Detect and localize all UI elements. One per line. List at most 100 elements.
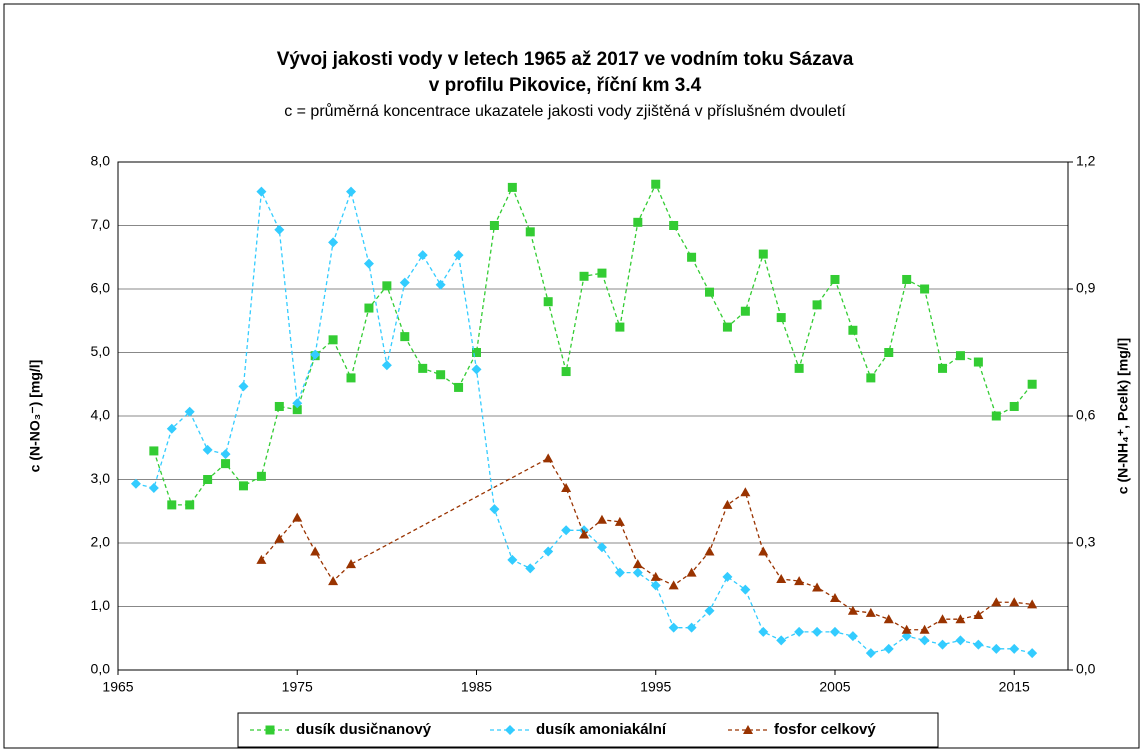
marker-square <box>1009 401 1019 411</box>
y-tick-label: 4,0 <box>91 407 111 423</box>
marker-square <box>955 351 965 361</box>
marker-square <box>920 284 930 294</box>
marker-square <box>185 500 195 510</box>
chart-subtitle: c = průměrná koncentrace ukazatele jakos… <box>284 102 846 120</box>
marker-diamond <box>505 725 515 735</box>
y2-tick-label: 0,0 <box>1076 661 1096 677</box>
marker-diamond <box>668 622 679 633</box>
y-axis-label: c (N-NO₃⁻) [mg/l] <box>27 360 43 473</box>
x-tick-label: 1995 <box>640 679 671 695</box>
marker-diamond <box>363 258 374 269</box>
legend-box <box>237 712 939 748</box>
y-tick-label: 3,0 <box>91 470 111 486</box>
y2-axis-label: c (N-NH₄⁺, Pcelk) [mg/l] <box>1115 338 1131 494</box>
marker-diamond <box>919 635 930 646</box>
marker-triangle <box>991 597 1002 607</box>
marker-triangle <box>722 499 733 509</box>
marker-triangle <box>794 576 805 586</box>
marker-diamond <box>525 563 536 574</box>
marker-triangle <box>1027 599 1038 609</box>
y2-tick-label: 0,6 <box>1076 407 1096 423</box>
marker-square <box>884 348 894 357</box>
marker-diamond <box>991 643 1002 654</box>
series-line <box>260 457 1033 631</box>
marker-diamond <box>614 567 625 578</box>
marker-triangle <box>310 546 321 556</box>
marker-triangle <box>632 559 643 569</box>
marker-triangle <box>579 529 590 539</box>
marker-square <box>902 274 912 284</box>
y2-tick-label: 0,9 <box>1076 280 1096 296</box>
marker-diamond <box>489 504 500 515</box>
marker-diamond <box>220 449 231 460</box>
marker-square <box>973 357 983 367</box>
marker-square <box>328 335 338 345</box>
marker-square <box>991 411 1001 421</box>
marker-square <box>866 373 876 383</box>
marker-triangle <box>829 593 840 603</box>
marker-square <box>274 401 284 411</box>
marker-diamond <box>543 546 554 557</box>
marker-triangle <box>847 605 858 615</box>
marker-triangle <box>758 546 769 556</box>
marker-diamond <box>829 626 840 637</box>
x-tick-label: 1985 <box>461 679 492 695</box>
chart-frame <box>3 3 1140 749</box>
marker-diamond <box>184 406 195 417</box>
marker-triangle <box>776 573 787 583</box>
marker-square <box>436 370 446 380</box>
chart-title-line2: v profilu Pikovice, říční km 3.4 <box>429 75 702 96</box>
marker-square <box>364 303 374 313</box>
marker-triangle <box>614 516 625 526</box>
marker-square <box>1027 379 1037 389</box>
marker-triangle <box>973 609 984 619</box>
marker-square <box>265 725 275 735</box>
marker-triangle <box>901 624 912 634</box>
marker-square <box>776 313 786 323</box>
marker-square <box>256 471 266 481</box>
marker-diamond <box>561 525 572 536</box>
marker-square <box>848 325 858 335</box>
marker-square <box>149 446 159 456</box>
marker-square <box>740 306 750 316</box>
marker-triangle <box>883 614 894 624</box>
y-tick-label: 5,0 <box>91 343 111 359</box>
marker-diamond <box>1009 643 1020 654</box>
marker-triangle <box>686 567 697 577</box>
y-tick-label: 8,0 <box>91 153 111 169</box>
marker-square <box>471 348 481 357</box>
marker-square <box>454 382 464 392</box>
marker-square <box>758 249 768 259</box>
marker-square <box>830 274 840 284</box>
marker-diamond <box>883 643 894 654</box>
x-tick-label: 2015 <box>999 679 1030 695</box>
marker-triangle <box>328 576 339 586</box>
marker-square <box>543 297 553 307</box>
marker-square <box>507 182 517 192</box>
marker-triangle <box>865 607 876 617</box>
marker-triangle <box>743 725 753 734</box>
marker-diamond <box>453 250 464 261</box>
y-tick-label: 1,0 <box>91 597 111 613</box>
legend-label: dusík amoniakální <box>536 721 667 738</box>
marker-diamond <box>435 279 446 290</box>
marker-square <box>722 322 732 332</box>
x-tick-label: 1965 <box>102 679 133 695</box>
marker-square <box>615 322 625 332</box>
marker-diamond <box>937 639 948 650</box>
marker-diamond <box>812 626 823 637</box>
marker-diamond <box>596 542 607 553</box>
marker-triangle <box>561 482 572 492</box>
marker-square <box>705 287 715 297</box>
marker-diamond <box>292 398 303 409</box>
marker-triangle <box>740 487 751 497</box>
marker-diamond <box>238 381 249 392</box>
marker-diamond <box>130 478 141 489</box>
marker-diamond <box>686 622 697 633</box>
marker-diamond <box>471 364 482 375</box>
y-tick-label: 7,0 <box>91 216 111 232</box>
marker-diamond <box>399 277 410 288</box>
marker-triangle <box>292 512 303 522</box>
y2-tick-label: 0,3 <box>1076 534 1096 550</box>
marker-square <box>794 363 804 373</box>
